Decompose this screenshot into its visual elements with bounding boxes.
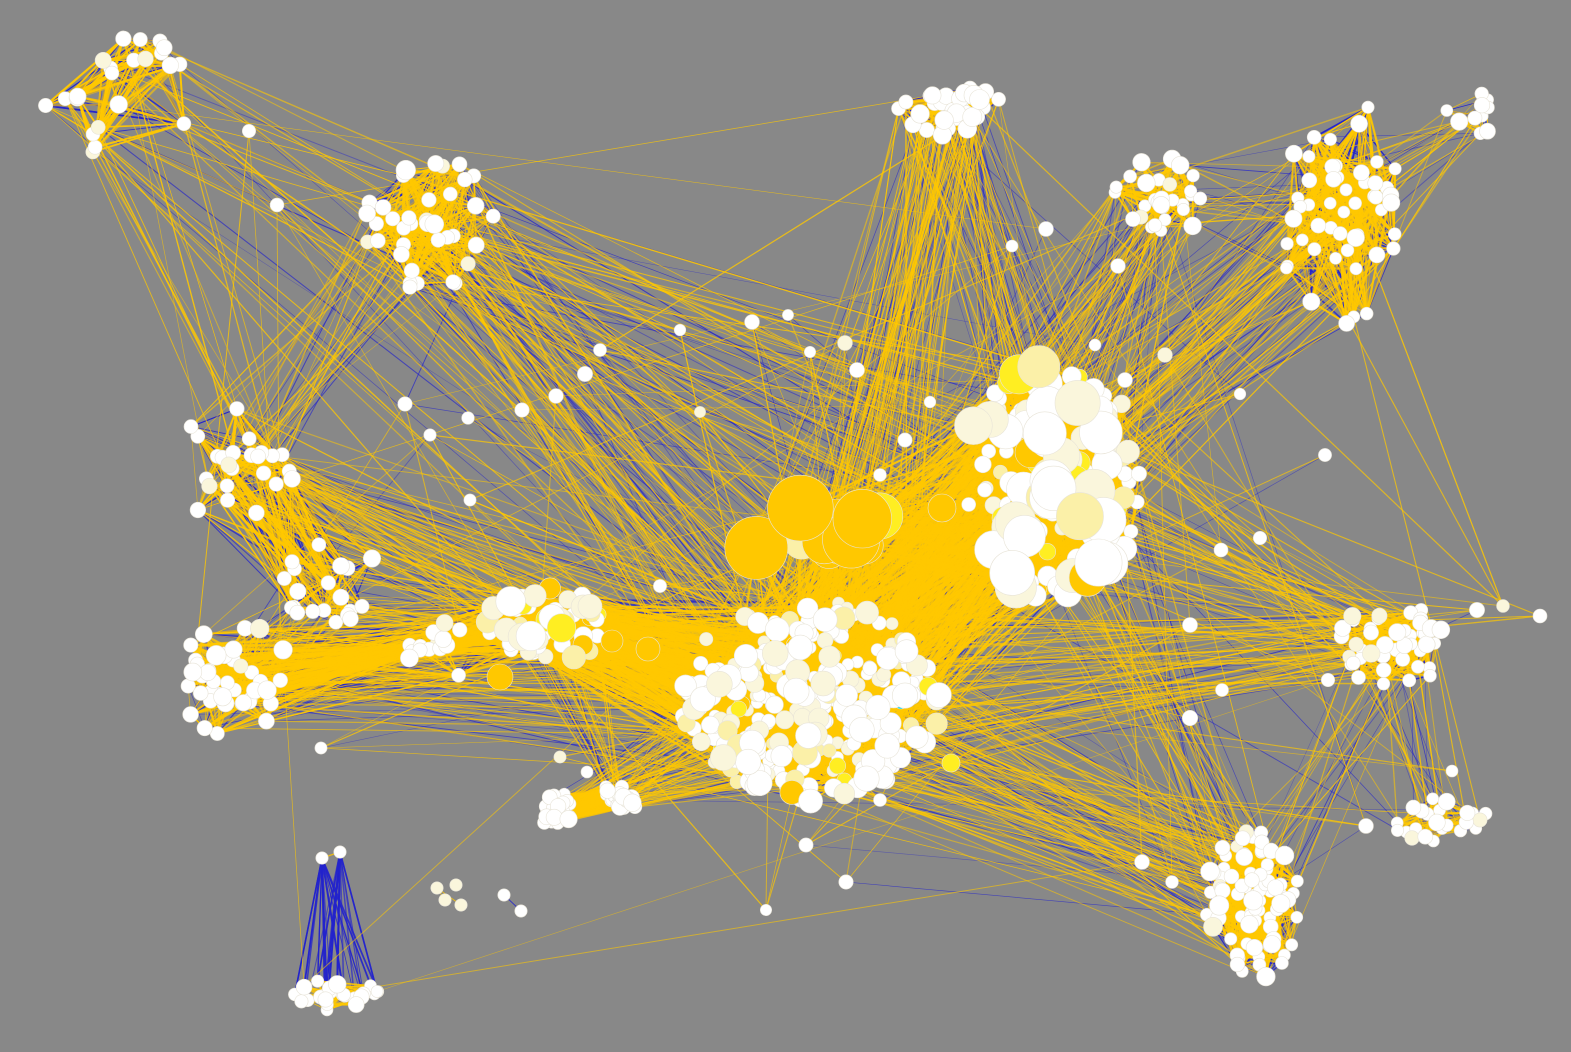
graph-edge (190, 426, 250, 440)
graph-edge (197, 509, 295, 608)
graph-edge (860, 787, 1256, 922)
graph-edge (248, 218, 394, 439)
graph-edge (222, 457, 844, 619)
graph-edge (1358, 677, 1447, 802)
graph-edge (1261, 656, 1350, 851)
graph-edge (190, 408, 238, 428)
graph-edge (240, 665, 811, 802)
graph-edge (45, 105, 714, 672)
